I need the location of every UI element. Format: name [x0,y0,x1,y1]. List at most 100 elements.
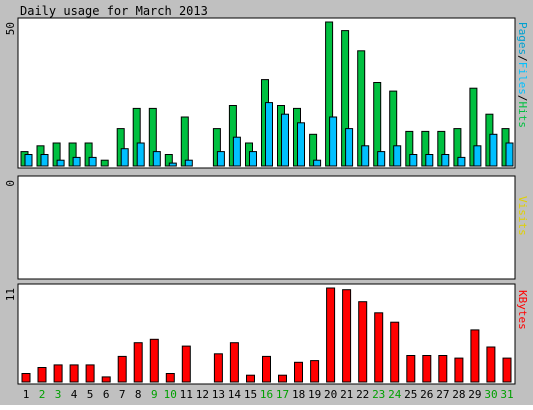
bar-kbytes-day-15 [246,374,255,383]
bar-files-day-11 [184,159,193,167]
bar-files-day-31 [505,142,514,167]
kbytes-panel: 11 [4,283,516,385]
x-tick-label-24: 24 [388,388,402,401]
x-tick-label-9: 9 [151,388,158,401]
x-tick-label-17: 17 [276,388,289,401]
x-tick-label-2: 2 [39,388,46,401]
bar-kbytes-day-10 [165,373,175,383]
x-tick-label-25: 25 [404,388,417,401]
visits-panel: 0 [4,175,516,280]
bar-kbytes-day-7 [117,355,127,383]
bar-files-day-23 [377,151,386,167]
x-tick-label-7: 7 [119,388,126,401]
x-tick-label-5: 5 [87,388,94,401]
x-tick-label-6: 6 [103,388,110,401]
visits-plot-area [17,175,516,280]
legend-pages-files-hits: Pages/Files/Hits [516,22,529,128]
x-tick-label-27: 27 [436,388,449,401]
x-tick-label-22: 22 [356,388,369,401]
bar-files-day-5 [88,156,97,167]
legend-part-3: / [516,95,529,102]
bar-files-day-20 [329,116,338,167]
x-tick-label-21: 21 [340,388,353,401]
bar-kbytes-day-24 [390,321,400,383]
x-tick-label-3: 3 [55,388,62,401]
x-tick-label-26: 26 [420,388,433,401]
x-tick-label-4: 4 [71,388,78,401]
legend-part-2: Files [516,62,529,95]
bar-kbytes-day-9 [149,338,159,383]
bar-kbytes-day-4 [69,364,79,383]
x-tick-label-19: 19 [308,388,321,401]
bar-files-day-16 [265,102,273,167]
bar-files-day-26 [425,154,434,167]
bar-files-day-3 [56,159,65,167]
bar-kbytes-day-19 [310,360,320,383]
bar-files-day-25 [409,154,418,167]
bar-hits-day-11 [180,116,189,167]
bar-files-day-7 [120,148,129,167]
bar-files-day-8 [136,142,145,167]
bar-files-day-29 [473,145,482,167]
bar-kbytes-day-16 [262,355,271,383]
bar-files-day-1 [24,154,33,167]
x-tick-label-29: 29 [468,388,481,401]
bar-files-day-27 [441,154,450,167]
legend-part-0: Pages [516,22,529,55]
kbytes-ymax-label: 11 [4,288,17,301]
bar-kbytes-day-13 [213,353,223,383]
bar-files-day-17 [281,113,289,167]
bar-kbytes-day-28 [454,357,464,383]
legend-part-4: Hits [516,102,529,129]
bar-files-day-28 [457,156,466,167]
bar-files-day-24 [393,145,402,167]
bar-kbytes-day-23 [374,312,384,383]
x-tick-label-23: 23 [372,388,385,401]
bar-files-day-30 [489,133,498,167]
bar-kbytes-day-11 [181,345,191,383]
x-tick-label-20: 20 [324,388,337,401]
bar-files-day-15 [249,151,257,167]
legend-kbytes: KBytes [516,290,529,330]
bar-hits-day-6 [100,159,109,167]
bar-files-day-18 [297,122,305,167]
bar-files-day-4 [72,156,81,167]
bar-kbytes-day-1 [21,373,31,383]
bar-kbytes-day-3 [53,364,63,383]
bar-files-day-2 [40,154,49,167]
x-tick-label-18: 18 [292,388,305,401]
bar-files-day-13 [216,151,225,167]
bar-kbytes-day-22 [358,301,368,383]
bar-kbytes-day-25 [406,355,416,383]
bar-kbytes-day-21 [342,289,352,383]
bar-kbytes-day-29 [470,329,480,383]
bar-files-day-21 [345,128,354,167]
bar-kbytes-day-26 [422,355,432,383]
bar-kbytes-day-30 [486,346,496,383]
x-tick-label-10: 10 [164,388,177,401]
x-tick-label-15: 15 [244,388,257,401]
bar-kbytes-day-6 [101,376,111,383]
legend-part-1: / [516,55,529,62]
bar-files-day-10 [168,162,177,167]
bar-kbytes-day-2 [37,367,47,383]
bar-kbytes-day-18 [294,361,303,383]
x-tick-label-14: 14 [228,388,242,401]
bar-kbytes-day-31 [502,357,512,383]
x-tick-label-30: 30 [484,388,497,401]
bar-kbytes-day-17 [278,374,287,383]
x-tick-label-1: 1 [23,388,30,401]
chart-title: Daily usage for March 2013 [20,4,208,18]
bar-kbytes-day-27 [438,355,448,383]
bar-kbytes-day-14 [229,342,239,383]
x-tick-label-12: 12 [196,388,209,401]
legend-visits: Visits [516,196,529,236]
bar-files-day-9 [152,151,161,167]
x-tick-label-13: 13 [212,388,225,401]
chart-panels: 50 0 11 [4,17,516,385]
x-tick-label-16: 16 [260,388,273,401]
x-tick-label-31: 31 [500,388,513,401]
bar-files-day-22 [361,145,370,167]
